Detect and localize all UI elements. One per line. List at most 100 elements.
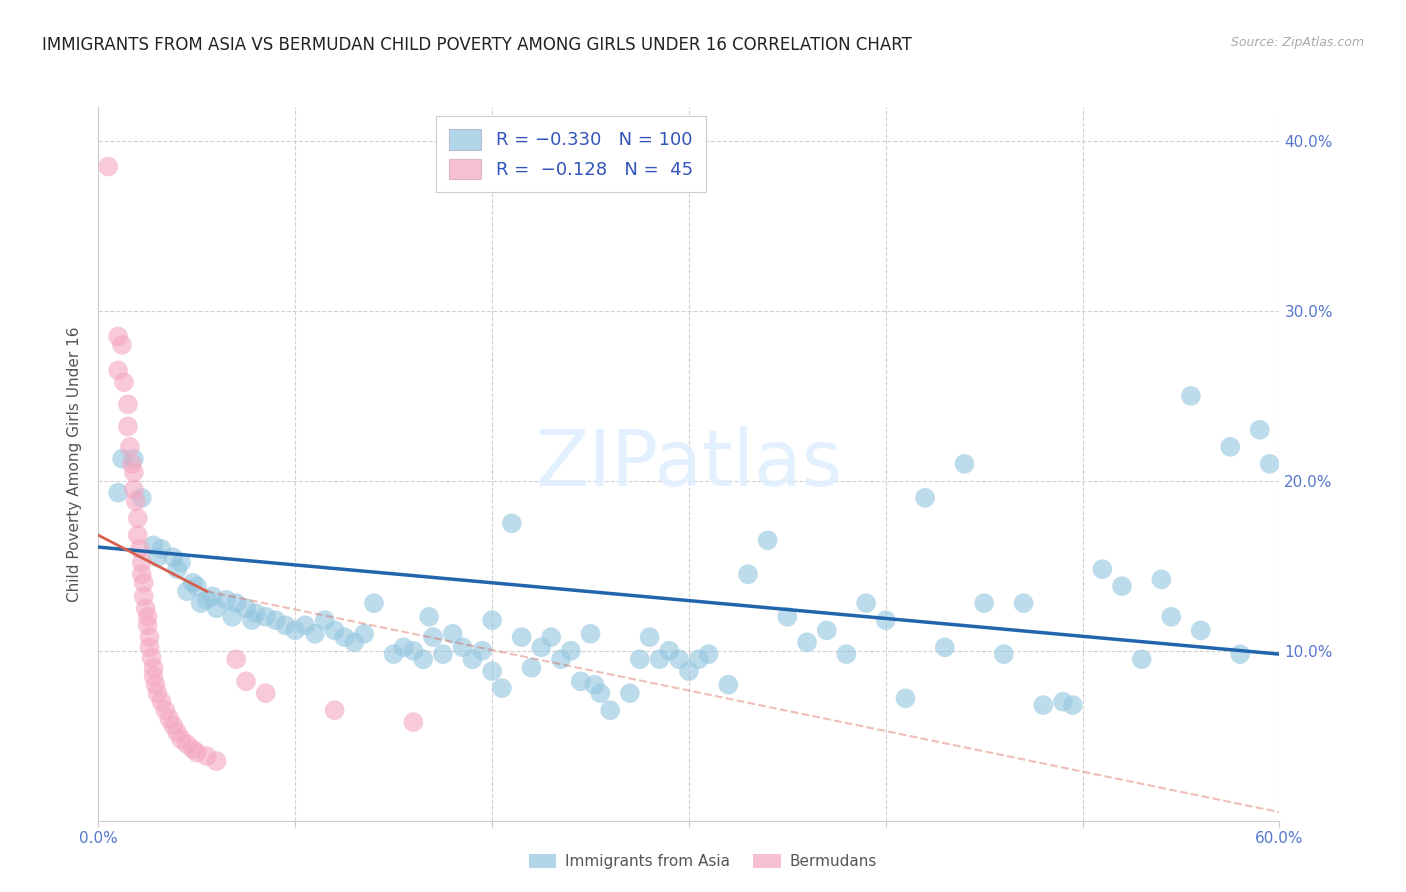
Immigrants from Asia — [142, 538, 165, 552]
Immigrants from Asia — [1111, 579, 1133, 593]
Immigrants from Asia — [737, 567, 759, 582]
Immigrants from Asia — [501, 516, 523, 531]
Immigrants from Asia — [382, 647, 405, 661]
Bermudans — [111, 338, 134, 352]
Y-axis label: Child Poverty Among Girls Under 16: Child Poverty Among Girls Under 16 — [67, 326, 83, 601]
Bermudans — [136, 618, 159, 632]
Immigrants from Asia — [166, 562, 188, 576]
Immigrants from Asia — [815, 624, 838, 638]
Immigrants from Asia — [221, 609, 243, 624]
Immigrants from Asia — [162, 550, 184, 565]
Immigrants from Asia — [599, 703, 621, 717]
Immigrants from Asia — [392, 640, 415, 655]
Immigrants from Asia — [1180, 389, 1202, 403]
Immigrants from Asia — [530, 640, 553, 655]
Immigrants from Asia — [628, 652, 651, 666]
Immigrants from Asia — [195, 592, 218, 607]
Immigrants from Asia — [953, 457, 976, 471]
Immigrants from Asia — [619, 686, 641, 700]
Immigrants from Asia — [583, 678, 606, 692]
Immigrants from Asia — [855, 596, 877, 610]
Bermudans — [166, 725, 188, 739]
Immigrants from Asia — [333, 630, 356, 644]
Bermudans — [118, 440, 141, 454]
Bermudans — [117, 419, 139, 434]
Immigrants from Asia — [835, 647, 858, 661]
Immigrants from Asia — [481, 664, 503, 678]
Bermudans — [186, 746, 208, 760]
Bermudans — [145, 678, 167, 692]
Bermudans — [235, 674, 257, 689]
Immigrants from Asia — [402, 644, 425, 658]
Immigrants from Asia — [589, 686, 612, 700]
Immigrants from Asia — [697, 647, 720, 661]
Immigrants from Asia — [1062, 698, 1084, 712]
Bermudans — [122, 483, 145, 497]
Bermudans — [142, 661, 165, 675]
Bermudans — [136, 609, 159, 624]
Immigrants from Asia — [181, 575, 204, 590]
Immigrants from Asia — [658, 644, 681, 658]
Immigrants from Asia — [1189, 624, 1212, 638]
Immigrants from Asia — [638, 630, 661, 644]
Immigrants from Asia — [1229, 647, 1251, 661]
Immigrants from Asia — [190, 596, 212, 610]
Bermudans — [181, 742, 204, 756]
Immigrants from Asia — [510, 630, 533, 644]
Immigrants from Asia — [875, 613, 897, 627]
Immigrants from Asia — [186, 579, 208, 593]
Bermudans — [138, 630, 160, 644]
Immigrants from Asia — [264, 613, 287, 627]
Bermudans — [107, 329, 129, 343]
Bermudans — [225, 652, 247, 666]
Immigrants from Asia — [461, 652, 484, 666]
Immigrants from Asia — [304, 626, 326, 640]
Immigrants from Asia — [1160, 609, 1182, 624]
Bermudans — [195, 749, 218, 764]
Immigrants from Asia — [560, 644, 582, 658]
Immigrants from Asia — [107, 485, 129, 500]
Immigrants from Asia — [451, 640, 474, 655]
Immigrants from Asia — [934, 640, 956, 655]
Bermudans — [205, 754, 228, 768]
Immigrants from Asia — [569, 674, 592, 689]
Immigrants from Asia — [993, 647, 1015, 661]
Bermudans — [142, 669, 165, 683]
Bermudans — [155, 703, 177, 717]
Immigrants from Asia — [111, 451, 134, 466]
Immigrants from Asia — [215, 592, 238, 607]
Immigrants from Asia — [668, 652, 690, 666]
Immigrants from Asia — [422, 630, 444, 644]
Immigrants from Asia — [678, 664, 700, 678]
Bermudans — [146, 686, 169, 700]
Immigrants from Asia — [235, 601, 257, 615]
Immigrants from Asia — [294, 618, 316, 632]
Immigrants from Asia — [717, 678, 740, 692]
Immigrants from Asia — [412, 652, 434, 666]
Bermudans — [122, 466, 145, 480]
Immigrants from Asia — [274, 618, 297, 632]
Immigrants from Asia — [520, 661, 543, 675]
Bermudans — [170, 732, 193, 747]
Immigrants from Asia — [343, 635, 366, 649]
Immigrants from Asia — [323, 624, 346, 638]
Text: ZIPatlas: ZIPatlas — [536, 425, 842, 502]
Immigrants from Asia — [176, 584, 198, 599]
Immigrants from Asia — [1150, 573, 1173, 587]
Immigrants from Asia — [1258, 457, 1281, 471]
Immigrants from Asia — [131, 491, 153, 505]
Bermudans — [162, 718, 184, 732]
Immigrants from Asia — [579, 626, 602, 640]
Immigrants from Asia — [432, 647, 454, 661]
Immigrants from Asia — [254, 609, 277, 624]
Immigrants from Asia — [550, 652, 572, 666]
Immigrants from Asia — [1130, 652, 1153, 666]
Immigrants from Asia — [471, 644, 494, 658]
Immigrants from Asia — [146, 550, 169, 565]
Bermudans — [131, 555, 153, 569]
Immigrants from Asia — [756, 533, 779, 548]
Immigrants from Asia — [225, 596, 247, 610]
Immigrants from Asia — [170, 555, 193, 569]
Bermudans — [112, 376, 135, 390]
Immigrants from Asia — [914, 491, 936, 505]
